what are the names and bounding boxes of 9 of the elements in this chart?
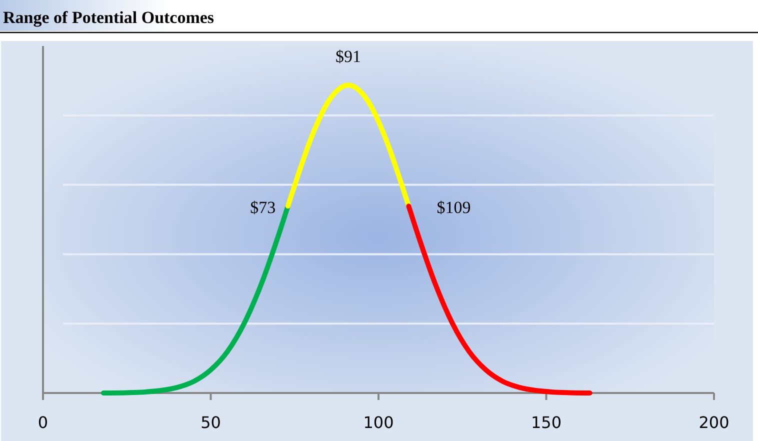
annotation: $91 <box>336 47 362 66</box>
x-tick-label: 0 <box>38 413 48 432</box>
x-tick-label: 100 <box>363 413 394 432</box>
annotation: $109 <box>436 198 471 218</box>
annotation: $73 <box>250 198 276 218</box>
x-tick-label: 200 <box>698 413 730 432</box>
x-tick-label: 150 <box>530 413 562 432</box>
x-tick-label: 50 <box>200 413 221 432</box>
chart-title: Range of Potential Outcomes <box>3 8 214 27</box>
